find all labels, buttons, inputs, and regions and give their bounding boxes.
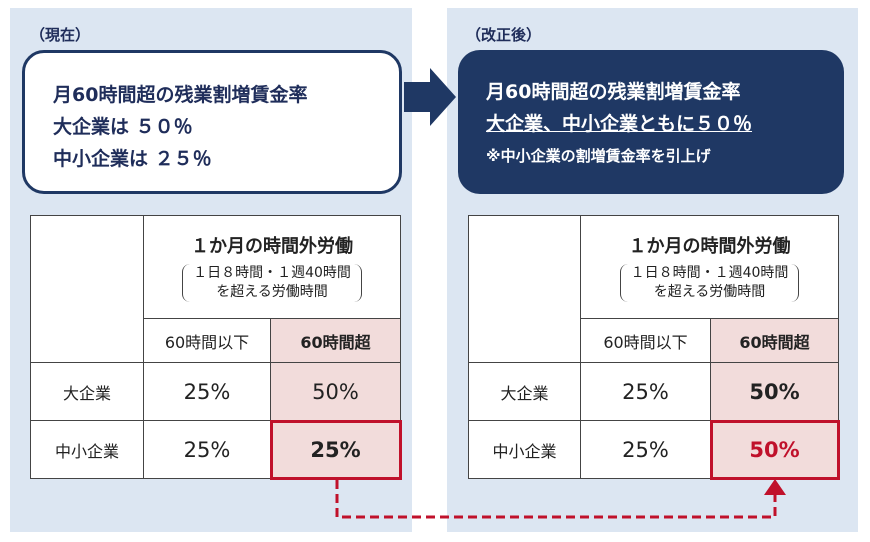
- callout-line: 月60時間超の残業割増賃金率: [53, 84, 308, 106]
- column-header: 60時間超: [269, 318, 402, 363]
- note-line: を超える労働時間: [653, 284, 766, 300]
- row-label: 大企業: [468, 362, 581, 421]
- cell: 25%: [580, 362, 711, 421]
- callout-line: 月60時間超の残業割増賃金率: [486, 81, 741, 103]
- empty-cell: [468, 215, 581, 363]
- callout: 月60時間超の残業割増賃金率 大企業は ５０％ 中小企業は ２５％: [22, 50, 402, 194]
- cell: 25%: [143, 420, 271, 479]
- column-header: 60時間超: [709, 318, 840, 363]
- rate-table: １か月の時間外労働 １日８時間・１週40時間 を超える労働時間 60時間以下 60時…: [468, 215, 840, 480]
- column-header: 60時間以下: [143, 318, 271, 363]
- cell: 50%: [709, 362, 840, 421]
- row-label: 中小企業: [30, 420, 144, 479]
- header-cell: １か月の時間外労働 １日８時間・１週40時間 を超える労働時間: [579, 215, 840, 319]
- note-line: １日８時間・１週40時間: [193, 265, 351, 281]
- callout-line: 大企業は ５０％: [53, 116, 193, 138]
- note-line: １日８時間・１週40時間: [630, 265, 789, 281]
- callout-line: 大企業、中小企業ともに５０％: [486, 113, 753, 135]
- header-title: １か月の時間外労働: [628, 236, 791, 257]
- cell: 50%: [709, 419, 840, 480]
- header-note: １日８時間・１週40時間 を超える労働時間: [619, 264, 800, 302]
- panel-label: （現在）: [30, 26, 91, 44]
- callout-note: ※中小企業の割増賃金率を引上げ: [486, 147, 711, 165]
- cell: 50%: [269, 362, 402, 421]
- header-title: １か月の時間外労働: [191, 236, 353, 257]
- cell: 25%: [269, 419, 402, 480]
- rate-table: １か月の時間外労働 １日８時間・１週40時間 を超える労働時間 60時間以下 60時…: [30, 215, 402, 480]
- row-label: 中小企業: [468, 420, 581, 479]
- callout-line: 中小企業は ２５％: [53, 148, 212, 170]
- empty-cell: [30, 215, 144, 363]
- callout: 月60時間超の残業割増賃金率 大企業、中小企業ともに５０％ ※中小企業の割増賃金…: [458, 50, 844, 194]
- column-header: 60時間以下: [580, 318, 711, 363]
- cell: 25%: [580, 420, 711, 479]
- panel-label: （改正後）: [466, 26, 542, 44]
- cell: 25%: [143, 362, 271, 421]
- row-label: 大企業: [30, 362, 144, 421]
- header-note: １日８時間・１週40時間 を超える労働時間: [182, 264, 362, 302]
- header-cell: １か月の時間外労働 １日８時間・１週40時間 を超える労働時間: [142, 215, 402, 319]
- note-line: を超える労働時間: [216, 284, 328, 300]
